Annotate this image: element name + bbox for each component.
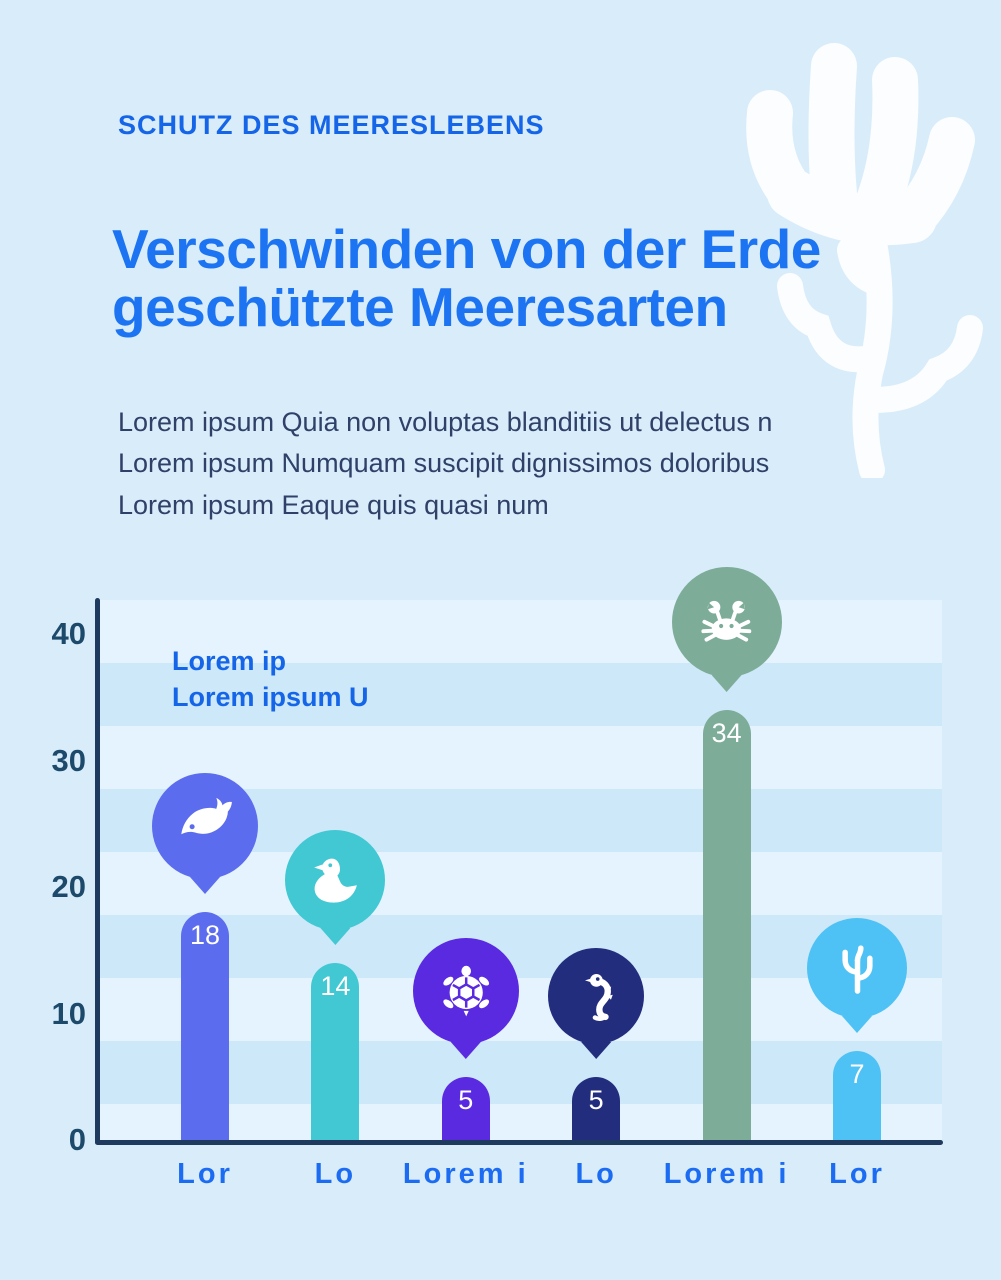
bubble-circle [807, 918, 907, 1018]
seahorse-icon [584, 973, 613, 1021]
coral-icon [841, 944, 873, 994]
chart-bar: 14 [311, 963, 360, 1140]
chart-legend-line-2: Lorem ipsum U [172, 681, 369, 712]
x-axis-label: Lor [829, 1158, 885, 1190]
kicker-heading: SCHUTZ DES MEERESLEBENS [118, 110, 545, 140]
y-axis-tick: 20 [51, 869, 86, 904]
chart-bar: 7 [833, 1051, 881, 1140]
icon-bubble [807, 918, 907, 1033]
y-axis-tick: 0 [68, 1122, 86, 1157]
intro-text: Lorem ipsum Quia non voluptas blanditiis… [118, 402, 772, 526]
x-axis-label: Lo [575, 1158, 617, 1190]
bar-chart: Lorem ip Lorem ipsum U 18 Lor 14 Lo 5 Lorem i… [0, 567, 1001, 1240]
icon-bubble [285, 830, 386, 945]
chart-legend-line-1: Lorem ip [172, 646, 287, 676]
icon-bubble [671, 567, 782, 692]
icon-bubble [152, 773, 258, 894]
bubble-pointer [842, 1016, 872, 1033]
x-axis-label: Lo [314, 1158, 357, 1190]
chart-plot: Lorem ip Lorem ipsum U 18 Lor 14 Lo 5 Lorem i… [97, 567, 942, 1190]
y-axis-tick: 30 [51, 742, 86, 778]
bubble-pointer [320, 928, 351, 945]
intro-line: Lorem ipsum Quia non voluptas blanditiis… [118, 407, 773, 437]
chart-bar: 5 [441, 1077, 490, 1140]
bubble-pointer [190, 877, 220, 894]
chart-bar: 34 [702, 710, 751, 1140]
bar-value-label: 5 [588, 1085, 604, 1115]
bubble-pointer [450, 1042, 481, 1059]
y-axis-tick: 40 [51, 616, 86, 651]
bubble-circle [152, 773, 258, 879]
icon-bubble [548, 948, 645, 1059]
bar-value-label: 14 [320, 971, 351, 1001]
turtle-icon [442, 965, 489, 1017]
x-axis-label: Lor [177, 1158, 233, 1190]
bar-value-label: 7 [849, 1059, 865, 1089]
bubble-circle [285, 830, 386, 930]
chart-legend: Lorem ip Lorem ipsum U [172, 644, 369, 716]
y-axis-line [95, 598, 100, 1144]
bar-value-label: 34 [711, 718, 742, 748]
crab-icon [701, 600, 752, 642]
x-axis-label: Lorem i [663, 1158, 790, 1190]
bubble-pointer [711, 675, 742, 692]
icon-bubble [412, 938, 519, 1059]
intro-line: Lorem ipsum Numquam suscipit dignissimos… [118, 448, 770, 479]
whale-icon [181, 797, 232, 835]
chart-bar: 5 [572, 1077, 621, 1140]
x-axis-line [95, 1140, 943, 1145]
bubble-circle [671, 567, 782, 677]
y-axis-tick: 10 [51, 995, 86, 1031]
coral-decoration-icon [746, 43, 983, 478]
chart-bar: 18 [181, 912, 229, 1140]
bubble-circle [412, 938, 519, 1044]
x-axis-label: Lorem i [402, 1158, 529, 1190]
page-title-line-1: Verschwinden von der Erde [112, 218, 821, 280]
bar-value-label: 18 [189, 920, 221, 950]
duck-icon [314, 858, 357, 903]
intro-line: Lorem ipsum Eaque quis quasi num [118, 489, 549, 520]
bubble-pointer [581, 1042, 612, 1059]
page-title-line-2: geschützte Meeresarten [112, 276, 728, 339]
bar-value-label: 5 [458, 1085, 474, 1115]
page-title: Verschwinden von der Erde geschützte Mee… [112, 220, 821, 337]
bubble-circle [548, 948, 645, 1044]
